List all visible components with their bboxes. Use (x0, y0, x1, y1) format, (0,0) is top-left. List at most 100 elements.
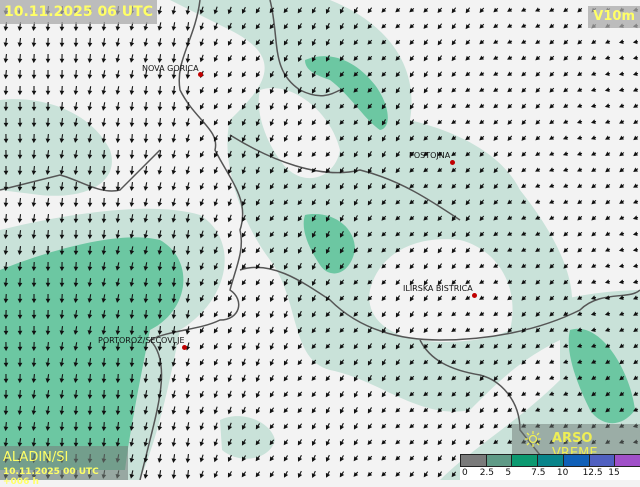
wind-arrow (605, 359, 611, 364)
wind-arrow (395, 263, 401, 269)
wind-arrow (409, 151, 415, 157)
wind-arrow (45, 117, 51, 128)
wind-arrow (227, 438, 233, 447)
wind-arrow (549, 359, 555, 364)
wind-arrow (3, 70, 9, 80)
wind-arrow (479, 199, 485, 206)
wind-arrow (535, 167, 541, 172)
wind-arrow (73, 134, 79, 143)
wind-arrow (171, 70, 177, 80)
wind-arrow (241, 358, 247, 367)
wind-arrow (283, 326, 289, 335)
wind-arrow (87, 246, 93, 256)
wind-arrow (465, 311, 471, 316)
wind-arrow (185, 214, 191, 223)
wind-arrow (115, 181, 121, 192)
wind-arrow (143, 182, 149, 191)
wind-arrow (381, 199, 387, 206)
wind-arrow (521, 215, 527, 220)
wind-arrow (381, 359, 387, 366)
wind-arrow (213, 454, 219, 463)
wind-arrow (325, 230, 331, 238)
wind-arrow (87, 54, 93, 64)
wind-arrow (395, 423, 401, 429)
wind-arrow (157, 470, 163, 479)
wind-arrow (45, 101, 51, 112)
wind-arrow (507, 343, 513, 349)
wind-arrow (325, 279, 331, 286)
wind-arrow (395, 311, 401, 318)
wind-arrow (59, 118, 65, 128)
wind-arrow (171, 342, 177, 351)
wind-arrow (3, 85, 9, 96)
wind-arrow (241, 6, 247, 14)
wind-arrow (423, 151, 429, 157)
wind-arrow (129, 390, 135, 400)
wind-arrow (45, 230, 51, 240)
wind-arrow (548, 391, 555, 396)
wind-arrow (437, 455, 443, 462)
wind-arrow (633, 359, 639, 365)
wind-arrow (3, 117, 9, 128)
wind-arrow (143, 230, 149, 239)
wind-arrow (45, 277, 51, 288)
wind-arrow (143, 358, 149, 368)
wind-arrow (535, 23, 541, 28)
wind-arrow (395, 71, 401, 78)
wind-arrow (171, 294, 177, 304)
wind-arrow (59, 214, 65, 224)
wind-arrow (521, 119, 527, 125)
city-marker (472, 293, 477, 298)
wind-arrow (17, 341, 23, 352)
wind-arrow (255, 471, 261, 478)
wind-arrow (437, 231, 443, 238)
wind-arrow (548, 183, 555, 188)
wind-arrow (199, 390, 205, 398)
wind-arrow (101, 262, 107, 271)
wind-arrow (59, 198, 65, 208)
wind-arrow (255, 342, 261, 351)
wind-arrow (227, 422, 233, 431)
wind-arrow (213, 198, 219, 207)
wind-arrow (493, 71, 499, 76)
wind-arrow (521, 135, 527, 141)
model-name: ALADIN/SI (3, 450, 69, 465)
wind-arrow (367, 119, 373, 126)
wind-arrow (255, 295, 261, 302)
wind-arrow (409, 471, 415, 478)
wind-arrow (367, 439, 373, 445)
wind-arrow (31, 53, 37, 64)
wind-arrow (199, 406, 205, 415)
wind-arrow (395, 151, 401, 158)
wind-arrow (171, 406, 177, 415)
wind-arrow (87, 118, 93, 127)
wind-arrow (563, 55, 569, 61)
wind-arrow (269, 23, 275, 30)
wind-arrow (633, 327, 639, 332)
wind-arrow (3, 262, 9, 272)
wind-arrow (605, 199, 611, 205)
legend-tick: 15 (608, 468, 620, 478)
wind-arrow (604, 263, 611, 268)
wind-arrow (143, 38, 149, 47)
wind-arrow (577, 167, 583, 172)
wind-arrow (255, 231, 261, 238)
wind-arrow (45, 37, 51, 48)
wind-arrow (339, 22, 345, 30)
wind-arrow (465, 199, 471, 206)
wind-arrow (297, 231, 303, 238)
wind-arrow (115, 102, 121, 111)
wind-arrow (59, 245, 65, 256)
wind-arrow (465, 263, 471, 269)
wind-arrow (157, 182, 163, 191)
wind-arrow (521, 375, 527, 381)
wind-arrow (577, 231, 583, 237)
wind-arrow (3, 373, 9, 384)
wind-arrow (269, 199, 275, 206)
wind-arrow (451, 87, 457, 93)
wind-arrow (283, 342, 289, 350)
wind-arrow (185, 166, 191, 175)
wind-arrow (339, 87, 345, 93)
wind-arrow (283, 183, 289, 190)
wind-arrow (115, 86, 121, 95)
